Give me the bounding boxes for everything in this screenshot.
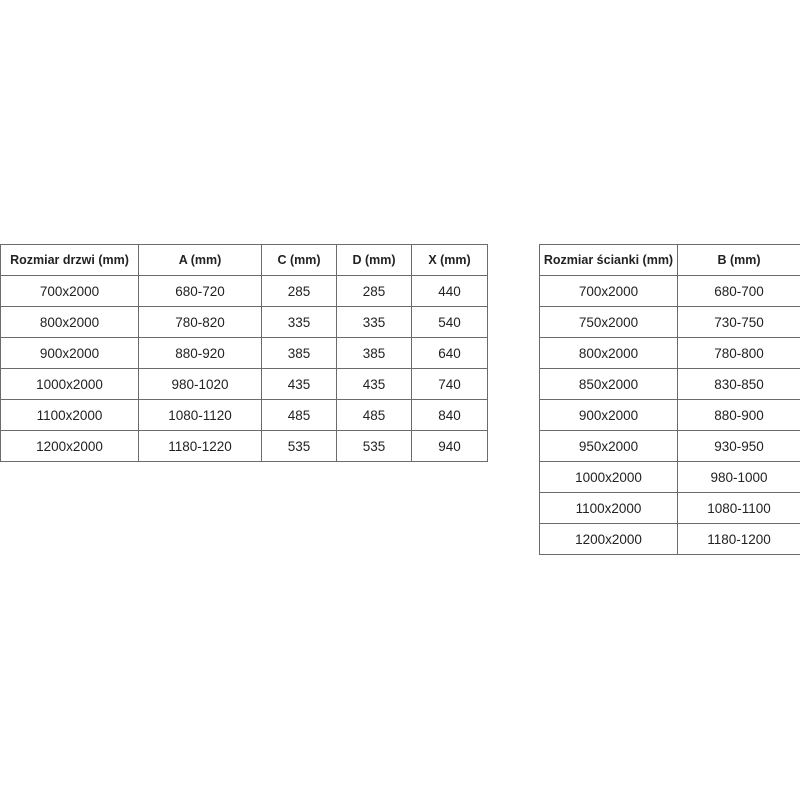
table-row: 850x2000 830-850 bbox=[539, 368, 800, 400]
table-cell: 980-1000 bbox=[677, 461, 800, 493]
table-cell: 750x2000 bbox=[539, 306, 678, 338]
table-cell: 780-820 bbox=[138, 306, 262, 338]
column-header: Rozmiar ścianki (mm) bbox=[539, 244, 678, 276]
column-header: B (mm) bbox=[677, 244, 800, 276]
table-cell: 880-920 bbox=[138, 337, 262, 369]
table-cell: 740 bbox=[411, 368, 488, 400]
table-row: 900x2000 880-900 bbox=[539, 399, 800, 431]
table-cell: 435 bbox=[261, 368, 337, 400]
table-cell: 535 bbox=[336, 430, 412, 462]
table-cell: 900x2000 bbox=[0, 337, 139, 369]
table-cell: 435 bbox=[336, 368, 412, 400]
table-row: 950x2000 930-950 bbox=[539, 430, 800, 462]
table-cell: 385 bbox=[261, 337, 337, 369]
table-cell: 700x2000 bbox=[539, 275, 678, 307]
table-cell: 1100x2000 bbox=[0, 399, 139, 431]
table-cell: 1100x2000 bbox=[539, 492, 678, 524]
table-cell: 285 bbox=[336, 275, 412, 307]
table-row: 1200x2000 1180-1220 535 535 940 bbox=[0, 430, 488, 462]
table-cell: 940 bbox=[411, 430, 488, 462]
table-row: 1100x2000 1080-1100 bbox=[539, 492, 800, 524]
table-cell: 285 bbox=[261, 275, 337, 307]
column-header: X (mm) bbox=[411, 244, 488, 276]
table-cell: 930-950 bbox=[677, 430, 800, 462]
table-cell: 700x2000 bbox=[0, 275, 139, 307]
table-cell: 730-750 bbox=[677, 306, 800, 338]
table-cell: 1200x2000 bbox=[0, 430, 139, 462]
table-row: 800x2000 780-820 335 335 540 bbox=[0, 306, 488, 338]
table-row: 1000x2000 980-1020 435 435 740 bbox=[0, 368, 488, 400]
door-size-table: Rozmiar drzwi (mm) A (mm) C (mm) D (mm) X (m… bbox=[0, 244, 488, 462]
table-cell: 1000x2000 bbox=[0, 368, 139, 400]
table-cell: 800x2000 bbox=[539, 337, 678, 369]
table-cell: 900x2000 bbox=[539, 399, 678, 431]
column-header: Rozmiar drzwi (mm) bbox=[0, 244, 139, 276]
table-cell: 640 bbox=[411, 337, 488, 369]
table-cell: 780-800 bbox=[677, 337, 800, 369]
table-cell: 535 bbox=[261, 430, 337, 462]
table-row: 750x2000 730-750 bbox=[539, 306, 800, 338]
table-row: 1200x2000 1180-1200 bbox=[539, 523, 800, 555]
table-row: 900x2000 880-920 385 385 640 bbox=[0, 337, 488, 369]
table-cell: 440 bbox=[411, 275, 488, 307]
table-cell: 485 bbox=[261, 399, 337, 431]
table-cell: 980-1020 bbox=[138, 368, 262, 400]
table-cell: 1000x2000 bbox=[539, 461, 678, 493]
table-row: 700x2000 680-720 285 285 440 bbox=[0, 275, 488, 307]
table-header-row: Rozmiar drzwi (mm) A (mm) C (mm) D (mm) X (m… bbox=[0, 244, 488, 276]
table-cell: 830-850 bbox=[677, 368, 800, 400]
table-row: 800x2000 780-800 bbox=[539, 337, 800, 369]
table-cell: 1080-1100 bbox=[677, 492, 800, 524]
table-cell: 1080-1120 bbox=[138, 399, 262, 431]
table-cell: 1180-1220 bbox=[138, 430, 262, 462]
table-cell: 485 bbox=[336, 399, 412, 431]
table-row: 700x2000 680-700 bbox=[539, 275, 800, 307]
table-cell: 950x2000 bbox=[539, 430, 678, 462]
column-header: A (mm) bbox=[138, 244, 262, 276]
table-cell: 840 bbox=[411, 399, 488, 431]
table-cell: 335 bbox=[336, 306, 412, 338]
table-cell: 800x2000 bbox=[0, 306, 139, 338]
table-row: 1100x2000 1080-1120 485 485 840 bbox=[0, 399, 488, 431]
wall-size-table: Rozmiar ścianki (mm) B (mm) 700x2000 680-7… bbox=[539, 244, 800, 555]
table-cell: 850x2000 bbox=[539, 368, 678, 400]
column-header: C (mm) bbox=[261, 244, 337, 276]
table-cell: 680-720 bbox=[138, 275, 262, 307]
table-header-row: Rozmiar ścianki (mm) B (mm) bbox=[539, 244, 800, 276]
table-cell: 335 bbox=[261, 306, 337, 338]
table-cell: 385 bbox=[336, 337, 412, 369]
column-header: D (mm) bbox=[336, 244, 412, 276]
table-cell: 1200x2000 bbox=[539, 523, 678, 555]
table-cell: 680-700 bbox=[677, 275, 800, 307]
table-cell: 880-900 bbox=[677, 399, 800, 431]
table-cell: 540 bbox=[411, 306, 488, 338]
table-row: 1000x2000 980-1000 bbox=[539, 461, 800, 493]
table-cell: 1180-1200 bbox=[677, 523, 800, 555]
